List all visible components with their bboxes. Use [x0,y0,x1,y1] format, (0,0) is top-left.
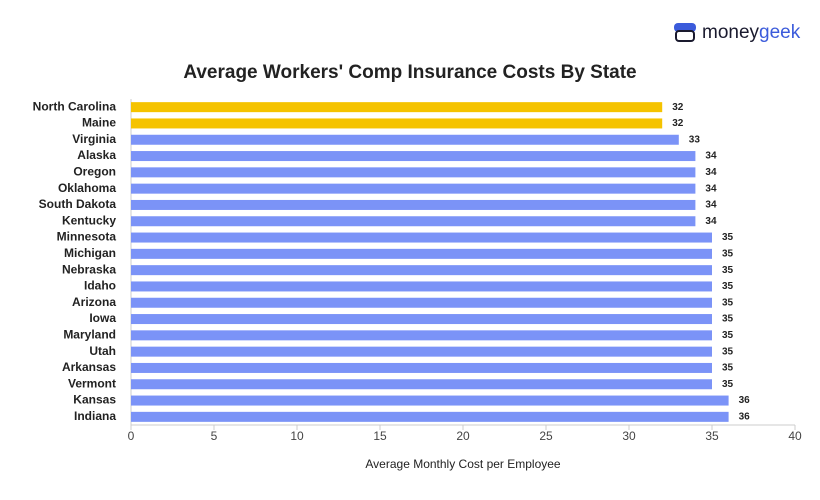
value-label: 35 [722,346,734,357]
y-tick-label: Vermont [68,376,116,390]
x-tick-label: 15 [373,429,387,443]
bar [131,411,729,422]
value-label: 33 [689,134,701,145]
value-label: 32 [672,118,684,129]
logo-icon-glasses [675,30,695,42]
y-tick-label: Minnesota [57,230,117,244]
bar [131,248,712,259]
x-axis-label: Average Monthly Cost per Employee [365,457,561,471]
bar [131,232,712,243]
y-tick-label: Indiana [74,409,116,423]
y-tick-label: Nebraska [62,262,116,276]
y-tick-label: South Dakota [39,197,117,211]
logo: moneygeek [674,22,801,43]
bar [131,183,696,194]
bar [131,199,696,210]
y-tick-label: Utah [89,344,116,358]
value-label: 35 [722,363,734,374]
y-tick-label: Arkansas [62,360,116,374]
y-tick-label: Maine [82,116,116,130]
y-tick-label: Maryland [63,328,116,342]
value-label: 35 [722,281,734,292]
bar [131,118,663,129]
y-tick-label: Oklahoma [58,181,116,195]
bar [131,346,712,357]
x-tick-label: 30 [622,429,636,443]
y-tick-label: Idaho [84,279,116,293]
bar [131,134,679,145]
x-tick-label: 0 [128,429,135,443]
value-label: 35 [722,248,734,259]
value-label: 34 [705,167,717,178]
y-tick-label: Michigan [64,246,116,260]
logo-icon [674,23,696,32]
bar [131,265,712,276]
value-label: 35 [722,314,734,325]
bar [131,167,696,178]
logo-money: money [702,22,760,43]
bar [131,297,712,308]
value-label: 35 [722,265,734,276]
value-label: 34 [705,151,717,162]
logo-geek: geek [759,22,801,43]
x-tick-label: 10 [290,429,304,443]
bar [131,314,712,325]
bar [131,362,712,373]
logo-text: moneygeek [702,22,801,43]
x-tick-label: 40 [788,429,802,443]
y-tick-label: North Carolina [33,99,117,113]
y-tick-label: Arizona [72,295,116,309]
y-tick-label: Kentucky [62,213,116,227]
x-tick-label: 20 [456,429,470,443]
bar [131,330,712,341]
x-tick-label: 5 [211,429,218,443]
y-tick-label: Iowa [89,311,116,325]
bar [131,379,712,390]
value-label: 36 [739,395,751,406]
chart-title: Average Workers' Comp Insurance Costs By… [183,62,636,83]
bar [131,216,696,227]
value-label: 32 [672,102,684,113]
y-tick-label: Alaska [77,148,116,162]
y-tick-label: Oregon [73,165,116,179]
value-label: 35 [722,379,734,390]
value-label: 34 [705,200,717,211]
x-tick-label: 35 [705,429,719,443]
bar [131,151,696,162]
value-label: 34 [705,216,717,227]
value-label: 35 [722,297,734,308]
bar [131,281,712,292]
x-tick-label: 25 [539,429,553,443]
bar [131,102,663,113]
value-label: 35 [722,330,734,341]
bar [131,395,729,406]
value-label: 36 [739,411,751,422]
y-tick-label: Virginia [72,132,116,146]
value-label: 34 [705,183,717,194]
y-tick-label: Kansas [73,393,116,407]
value-label: 35 [722,232,734,243]
